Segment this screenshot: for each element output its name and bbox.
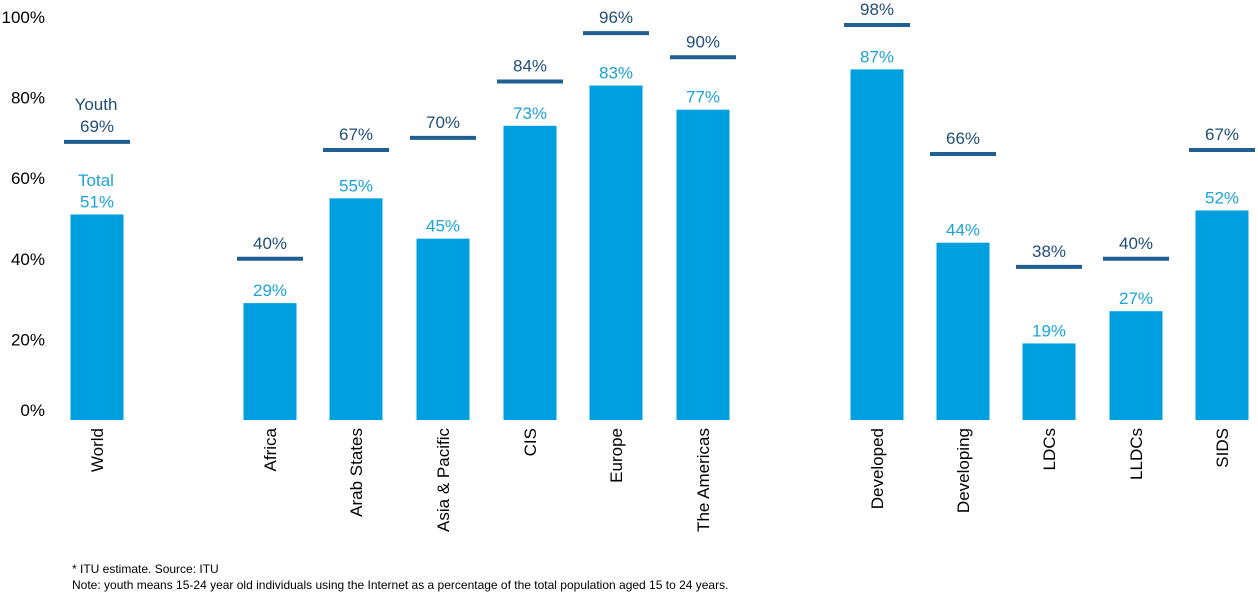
total-value-label: 44% — [946, 221, 980, 240]
y-tick-label: 20% — [11, 330, 45, 349]
x-tick-label: Asia & Pacific — [434, 428, 453, 532]
youth-value-label: 66% — [946, 129, 980, 148]
x-tick-label: LDCs — [1040, 428, 1059, 471]
youth-value-label: 67% — [1205, 125, 1239, 144]
x-tick-label: LLDCs — [1127, 428, 1146, 480]
x-tick-label: Developing — [954, 428, 973, 513]
y-axis: 0% 20% 40% 60% 80% 100% — [2, 8, 45, 420]
total-value-label: 77% — [686, 88, 720, 107]
x-tick-label: Developed — [868, 428, 887, 509]
bar-ldcs — [1022, 343, 1076, 420]
total-value-label: 52% — [1205, 188, 1239, 207]
bar-lldcs — [1109, 311, 1163, 420]
bar-the-americas — [676, 109, 730, 420]
total-value-label: 27% — [1119, 289, 1153, 308]
x-tick-label: SIDS — [1213, 428, 1232, 468]
legend-youth-label: Youth — [75, 95, 118, 114]
y-tick-label: 100% — [2, 8, 45, 27]
x-tick-label: The Americas — [694, 428, 713, 532]
bar-world — [70, 214, 124, 420]
total-value-label: 51% — [80, 192, 114, 211]
bar-europe — [589, 85, 643, 420]
x-tick-label: Europe — [607, 428, 626, 483]
youth-value-label: 70% — [426, 113, 460, 132]
y-tick-label: 40% — [11, 250, 45, 269]
youth-value-label: 69% — [80, 117, 114, 136]
total-bars: 51% 29% 55% 45% 73% 83% 77% 87% 44% 19% 27% 52% — [70, 47, 1249, 420]
bar-cis — [503, 125, 557, 420]
bar-arab-states — [329, 198, 383, 420]
bar-developing — [936, 242, 990, 420]
youth-value-label: 40% — [253, 234, 287, 253]
y-tick-label: 80% — [11, 89, 45, 108]
youth-markers: 69% 40% 67% 70% 84% 96% 90% 98% 66% 38% 40% 67% — [64, 0, 1255, 269]
x-axis-labels: World Africa Arab States Asia & Pacific CIS E… — [88, 427, 1232, 531]
total-value-label: 55% — [339, 176, 373, 195]
youth-value-label: 90% — [686, 32, 720, 51]
definition-note: Note: youth means 15-24 year old individ… — [72, 578, 729, 592]
youth-value-label: 84% — [513, 56, 547, 75]
total-value-label: 45% — [426, 217, 460, 236]
x-tick-label: Arab States — [347, 428, 366, 517]
youth-value-label: 38% — [1032, 242, 1066, 261]
youth-value-label: 40% — [1119, 234, 1153, 253]
x-tick-label: Africa — [261, 427, 280, 471]
source-note: * ITU estimate. Source: ITU — [72, 562, 219, 576]
legend-total-label: Total — [78, 171, 114, 190]
total-value-label: 29% — [253, 281, 287, 300]
bar-africa — [243, 303, 297, 420]
bar-developed — [850, 69, 904, 420]
total-value-label: 73% — [513, 104, 547, 123]
total-value-label: 19% — [1032, 321, 1066, 340]
total-value-label: 87% — [860, 47, 894, 66]
x-tick-label: World — [88, 428, 107, 472]
x-tick-label: CIS — [521, 428, 540, 456]
youth-value-label: 98% — [860, 0, 894, 19]
legend: Youth Total — [75, 95, 118, 190]
bar-asia-pacific — [416, 238, 470, 420]
bar-sids — [1195, 210, 1249, 420]
y-tick-label: 0% — [20, 401, 45, 420]
youth-value-label: 67% — [339, 125, 373, 144]
y-tick-label: 60% — [11, 169, 45, 188]
total-value-label: 83% — [599, 64, 633, 83]
youth-value-label: 96% — [599, 8, 633, 27]
